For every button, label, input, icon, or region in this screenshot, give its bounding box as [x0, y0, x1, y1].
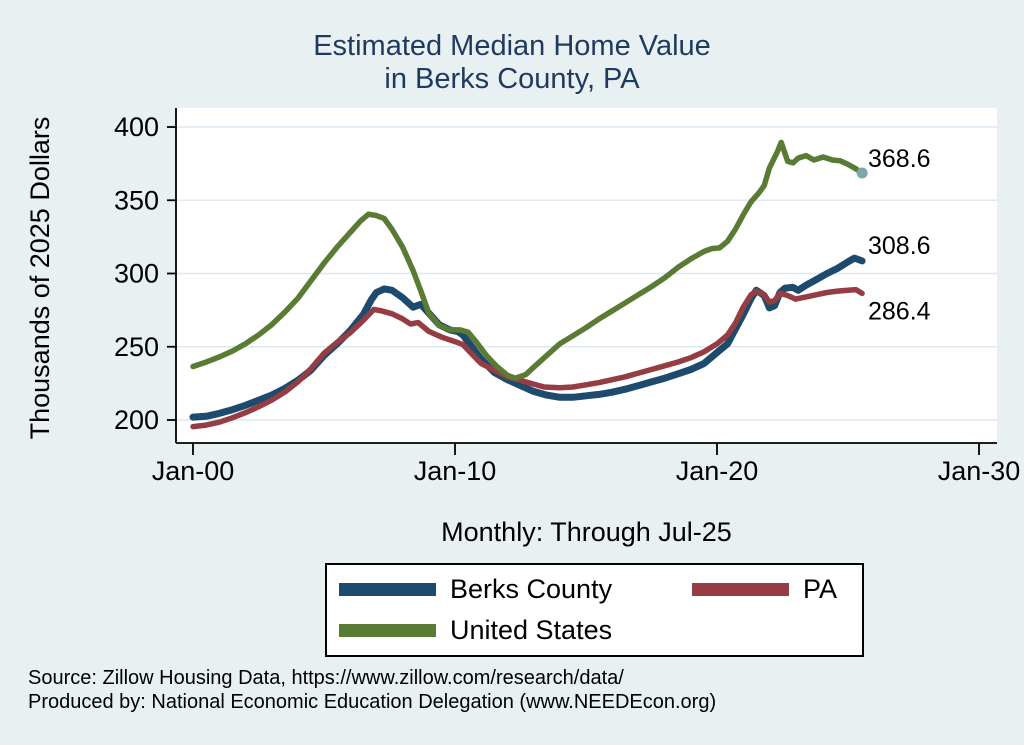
legend-label: Berks County — [450, 574, 613, 604]
legend-item-berks-county: Berks County — [339, 574, 692, 605]
chart-title-line1: Estimated Median Home Value — [313, 30, 711, 62]
x-tick-label: Jan-00 — [152, 456, 235, 486]
legend-item-pa: PA — [692, 574, 862, 605]
legend-swatch — [692, 583, 789, 596]
chart-subtitle: Monthly: Through Jul-25 — [441, 517, 732, 547]
series-end-marker — [856, 167, 868, 179]
legend-label: United States — [450, 615, 613, 645]
y-tick-label: 400 — [114, 112, 159, 142]
legend: Berks County PA United States — [325, 563, 864, 657]
series-end-label: 368.6 — [868, 145, 931, 173]
legend-swatch — [339, 624, 436, 637]
x-tick-label: Jan-10 — [414, 456, 497, 486]
source-line: Source: Zillow Housing Data, https://www… — [28, 667, 624, 689]
series-line-united-states — [190, 139, 865, 381]
series-line-pa — [190, 286, 865, 430]
series-end-label: 286.4 — [868, 297, 931, 325]
x-tick-label: Jan-30 — [938, 456, 1021, 486]
legend-label: PA — [803, 574, 838, 604]
legend-swatch — [339, 583, 436, 596]
chart-title-line2: in Berks County, PA — [384, 63, 640, 95]
y-tick-label: 250 — [114, 332, 159, 362]
y-tick-label: 350 — [114, 185, 159, 215]
source-note: Source: Zillow Housing Data, https://www… — [28, 666, 988, 714]
y-tick-label: 300 — [114, 259, 159, 289]
y-tick-label: 200 — [114, 405, 159, 435]
x-tick-label: Jan-20 — [676, 456, 759, 486]
series-end-label: 308.6 — [868, 232, 931, 260]
legend-item-united-states: United States — [339, 615, 692, 646]
chart-title: Estimated Median Home Value in Berks Cou… — [0, 30, 1024, 96]
producer-line: Produced by: National Economic Education… — [28, 691, 717, 713]
